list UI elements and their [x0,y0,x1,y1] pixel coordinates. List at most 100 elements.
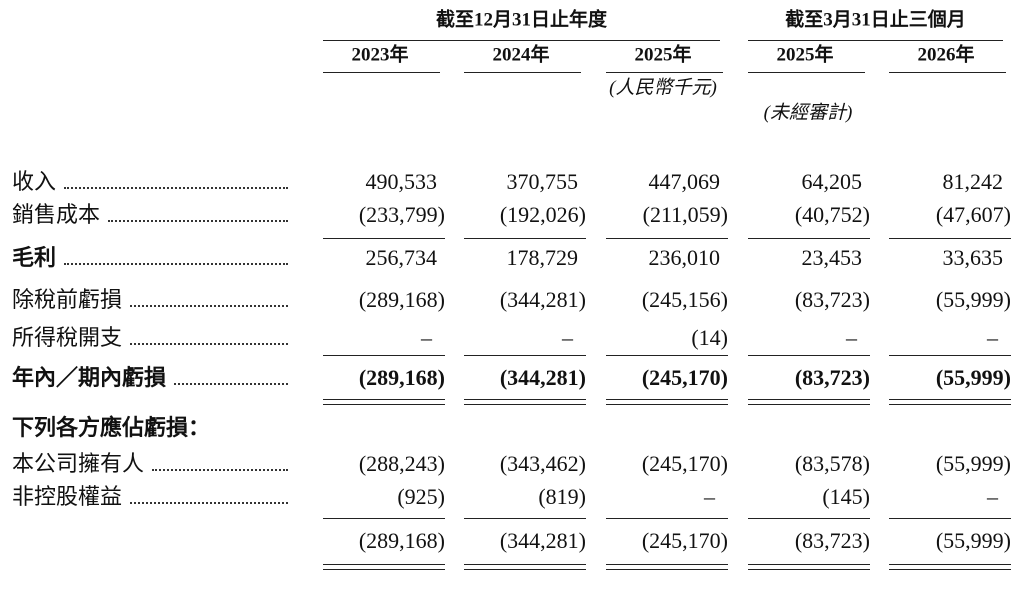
leader-dots [108,220,288,222]
cell: (192,026) [499,202,586,227]
cell: – [421,325,432,350]
cell: – [562,325,573,350]
rule [748,404,870,405]
rule [606,238,728,239]
rule [748,399,870,400]
label-text: 毛利 [12,245,57,270]
label-text: 非控股權益 [12,484,123,509]
rule [606,399,728,400]
rule [464,72,581,73]
label-text: 所得稅開支 [12,325,123,350]
cell: 370,755 [506,169,579,194]
rule [748,72,865,73]
rule [323,569,445,570]
label-text: 本公司擁有人 [12,451,145,476]
label-text: 收入 [12,169,57,194]
cell: (344,281) [499,365,586,390]
cell: (83,723) [794,528,870,553]
leader-dots [130,343,288,345]
row-label: 除稅前虧損 [12,289,288,311]
rule [889,238,1011,239]
rule [748,238,870,239]
year-header: 2025年 [776,44,834,66]
cell: – [704,484,715,509]
rule [464,238,586,239]
cell: 178,729 [506,245,579,270]
label-text: 銷售成本 [12,202,101,227]
cell: (245,156) [641,287,728,312]
cell: (289,168) [358,287,445,312]
cell: (55,999) [935,451,1011,476]
cell: (40,752) [794,202,870,227]
cell: (55,999) [935,365,1011,390]
rule [606,72,723,73]
row-label: 下列各方應佔虧損： [12,417,288,439]
rule [748,40,1003,41]
rule [323,564,445,565]
cell: (289,168) [358,365,445,390]
leader-dots [64,263,288,265]
rule [323,399,445,400]
label-text: 年內／期內虧損 [12,365,167,390]
cell: (83,578) [794,451,870,476]
cell: (55,999) [935,287,1011,312]
cell: – [987,325,998,350]
rule [323,40,720,41]
row-label: 非控股權益 [12,486,288,508]
leader-dots [174,383,288,385]
label-text: 下列各方應佔虧損： [12,415,211,440]
rule [748,564,870,565]
year-header: 2023年 [351,44,409,66]
year-header: 2025年 [634,44,692,66]
rule [606,518,728,519]
leader-dots [152,469,288,471]
group-title: 截至3月31日止三個月 [785,9,966,31]
rule [889,569,1011,570]
row-label: 銷售成本 [12,204,288,226]
cell: (245,170) [641,451,728,476]
rule [323,518,445,519]
cell: (344,281) [499,287,586,312]
cell: (343,462) [499,451,586,476]
cell: – [846,325,857,350]
rule [464,518,586,519]
year-header: 2026年 [917,44,975,66]
rule [606,564,728,565]
leader-dots [130,502,288,504]
leader-dots [130,305,288,307]
cell: (145) [822,484,870,509]
cell: (344,281) [499,528,586,553]
cell: (925) [397,484,445,509]
rule [464,569,586,570]
cell: (245,170) [641,365,728,390]
rule [748,355,870,356]
rule [323,72,440,73]
cell: (83,723) [794,287,870,312]
cell: 256,734 [365,245,438,270]
cell: (14) [691,325,728,350]
row-label: 年內／期內虧損 [12,367,288,389]
audit-note: (未經審計) [763,102,853,124]
cell: (233,799) [358,202,445,227]
cell: (211,059) [642,202,728,227]
rule [748,518,870,519]
rule [464,355,586,356]
rule [464,399,586,400]
cell: 81,242 [942,169,1004,194]
row-label: 本公司擁有人 [12,453,288,475]
cell: (83,723) [794,365,870,390]
cell: (245,170) [641,528,728,553]
rule [464,564,586,565]
cell: – [987,484,998,509]
rule [889,518,1011,519]
rule [323,238,445,239]
year-header: 2024年 [492,44,550,66]
rule [889,72,1006,73]
rule [323,355,445,356]
rule [748,569,870,570]
unit-note: (人民幣千元) [609,77,717,99]
cell: 23,453 [801,245,863,270]
group-title: 截至12月31日止年度 [435,9,608,31]
cell: (289,168) [358,528,445,553]
